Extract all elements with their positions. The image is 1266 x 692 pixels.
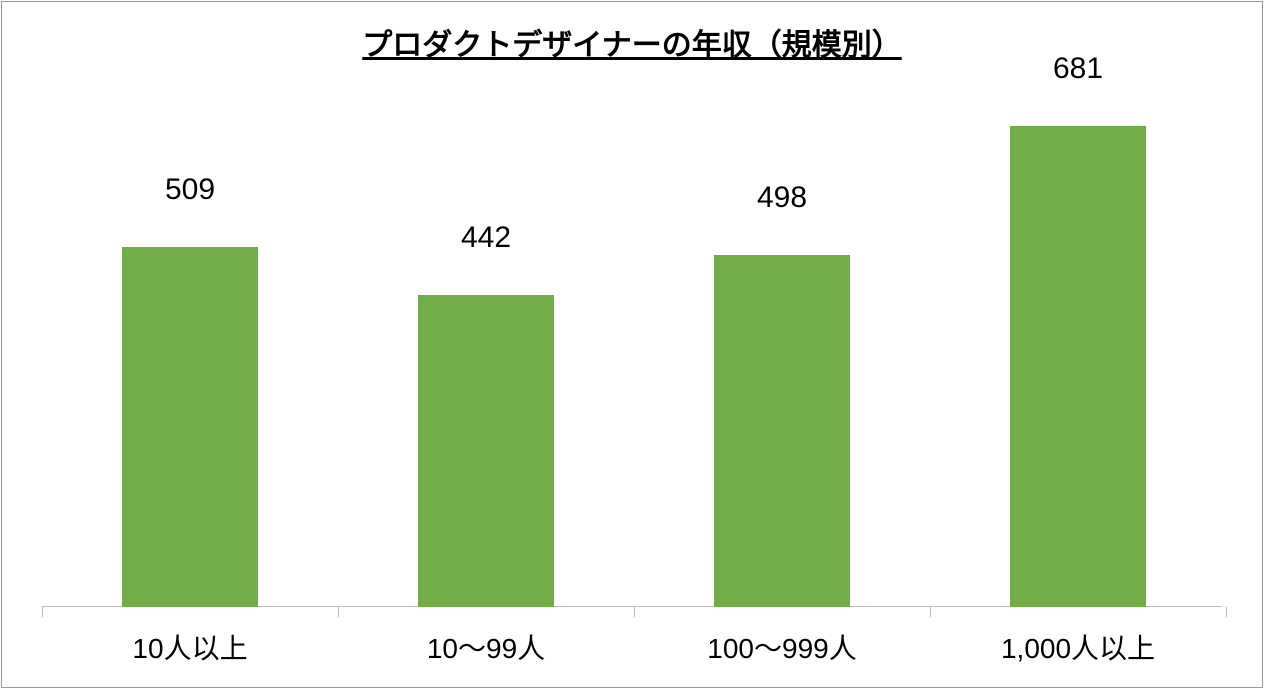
x-axis-tick [930, 607, 931, 617]
x-axis-label: 10～99人 [427, 627, 545, 667]
bar-value-label: 509 [165, 173, 215, 207]
chart-container: プロダクトデザイナーの年収（規模別） 509442498681 10人以上10～… [1, 1, 1263, 688]
bar [1010, 126, 1146, 607]
x-axis-tick [1226, 607, 1227, 617]
bars-group: 509442498681 [42, 102, 1222, 607]
x-axis-tick [338, 607, 339, 617]
x-axis-label: 100～999人 [707, 627, 856, 667]
x-axis-tick [42, 607, 43, 617]
x-axis-label: 10人以上 [132, 627, 247, 667]
x-axis-label: 1,000人以上 [1001, 627, 1155, 667]
bar-value-label: 681 [1053, 52, 1103, 86]
bar [418, 295, 554, 607]
x-axis-tick [634, 607, 635, 617]
bar-value-label: 442 [461, 221, 511, 255]
x-axis-ticks [42, 607, 1222, 617]
plot-area: 509442498681 [42, 102, 1222, 607]
x-axis-labels: 10人以上 10～99人 100～999人 1,000人以上 [42, 619, 1222, 669]
bar [122, 247, 258, 607]
bar-value-label: 498 [757, 181, 807, 215]
bar [714, 255, 850, 607]
